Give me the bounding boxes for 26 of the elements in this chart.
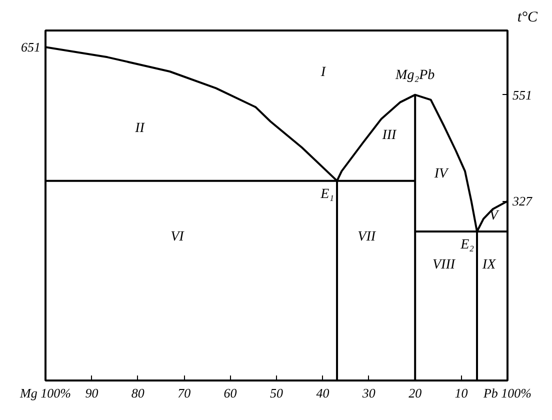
x-tick-label: 20 bbox=[408, 386, 422, 400]
annotation: III bbox=[381, 128, 398, 143]
annotation: II bbox=[134, 121, 146, 136]
y-axis-title: t°C bbox=[517, 10, 538, 26]
annotation: E₂ bbox=[460, 238, 474, 252]
x-tick-label: Mg 100% bbox=[19, 386, 72, 400]
annotation: 651 bbox=[21, 40, 40, 55]
annotation: IV bbox=[433, 166, 450, 182]
annotation: VII bbox=[358, 230, 377, 244]
x-tick-label: 90 bbox=[85, 386, 99, 400]
x-tick-label: Pb 100% bbox=[482, 386, 532, 400]
annotation: Mg₂Pb bbox=[394, 68, 435, 83]
text: 551 bbox=[512, 87, 532, 102]
x-tick-label: 10 bbox=[454, 386, 468, 400]
x-tick-label: 50 bbox=[270, 386, 284, 400]
x-tick-label: 30 bbox=[361, 386, 376, 400]
x-tick-label: 80 bbox=[131, 386, 145, 400]
annotation: VIII bbox=[432, 258, 456, 272]
annotation: 327 bbox=[512, 194, 532, 209]
annotation: IX bbox=[481, 258, 496, 272]
annotation: I bbox=[320, 65, 327, 80]
x-tick-label: 60 bbox=[224, 386, 238, 400]
x-tick-label: 40 bbox=[316, 386, 330, 400]
x-tick-label: 70 bbox=[178, 386, 192, 400]
annotation: E₁ bbox=[320, 186, 334, 202]
annotation: VI bbox=[170, 230, 186, 244]
